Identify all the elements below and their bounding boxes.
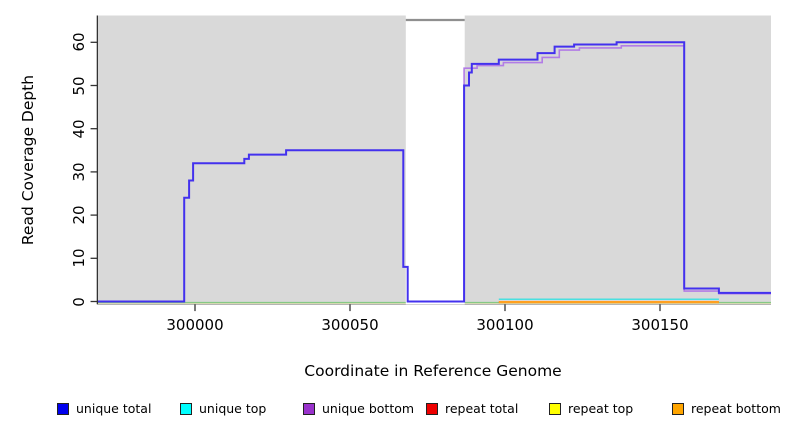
x-tick-label: 300100	[476, 316, 534, 334]
legend-item: repeat top	[549, 401, 672, 417]
legend-label: unique total	[76, 401, 152, 416]
legend-swatch	[57, 403, 69, 415]
legend-label: repeat total	[445, 401, 519, 416]
x-tick-label: 300150	[631, 316, 689, 334]
series-line-unique_total	[97, 41, 771, 303]
legend-item: unique bottom	[303, 401, 426, 417]
y-tick-label: 20	[70, 205, 88, 225]
legend-label: repeat top	[568, 401, 634, 416]
legend-item: repeat total	[426, 401, 549, 417]
x-tick-label: 300000	[166, 316, 224, 334]
legend-swatch	[549, 403, 561, 415]
y-tick-label: 60	[70, 32, 88, 52]
y-tick-label: 40	[70, 119, 88, 139]
y-axis-title: Read Coverage Depth	[19, 74, 37, 246]
legend-swatch	[180, 403, 192, 415]
gap-band	[405, 15, 465, 305]
series-line-unique_bottom	[463, 45, 771, 302]
legend-swatch	[672, 403, 684, 415]
x-tick-label: 300050	[321, 316, 379, 334]
y-tick-label: 30	[70, 162, 88, 182]
y-tick-label: 0	[70, 296, 88, 307]
legend-item: unique total	[57, 401, 180, 417]
legend-swatch	[426, 403, 438, 415]
legend-label: unique bottom	[322, 401, 415, 416]
y-tick-label: 50	[70, 75, 88, 96]
x-axis-title: Coordinate in Reference Genome	[304, 362, 562, 380]
legend-item: repeat bottom	[672, 401, 792, 417]
legend-swatch	[303, 403, 315, 415]
y-tick-label: 10	[70, 248, 88, 268]
legend-item: unique top	[180, 401, 303, 417]
legend: unique total unique top unique bottom repea…	[57, 400, 787, 418]
legend-label: repeat bottom	[691, 401, 781, 416]
legend-label: unique top	[199, 401, 267, 416]
